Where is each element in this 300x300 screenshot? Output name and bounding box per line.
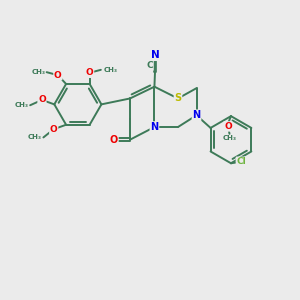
Text: N: N — [150, 122, 158, 132]
Text: O: O — [38, 95, 46, 104]
Text: O: O — [110, 135, 118, 145]
Text: CH₃: CH₃ — [31, 69, 45, 75]
Text: CH₃: CH₃ — [223, 135, 236, 141]
Text: O: O — [86, 68, 94, 77]
Text: O: O — [50, 125, 58, 134]
Text: CH₃: CH₃ — [103, 67, 117, 73]
Text: C: C — [146, 61, 153, 70]
Text: CH₃: CH₃ — [28, 134, 42, 140]
Text: N: N — [151, 50, 159, 60]
Text: O: O — [224, 122, 232, 131]
Text: N: N — [193, 110, 201, 120]
Text: CH₃: CH₃ — [15, 102, 29, 108]
Text: S: S — [174, 94, 182, 103]
Text: Cl: Cl — [236, 157, 246, 166]
Text: O: O — [54, 70, 62, 80]
